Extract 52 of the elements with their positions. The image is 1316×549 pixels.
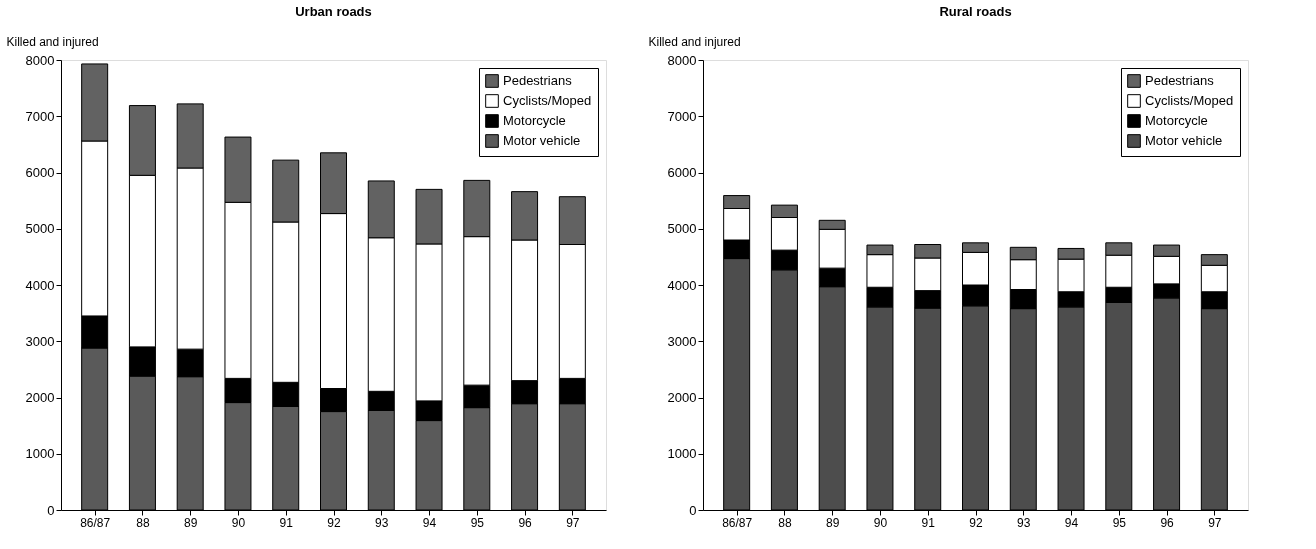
- x-tick-label: 92: [969, 515, 983, 530]
- x-tick-label: 92: [327, 515, 341, 530]
- y-tick-label: 7000: [667, 108, 697, 124]
- y-tick-label: 3000: [667, 333, 697, 349]
- x-tick-label: 91: [921, 515, 936, 530]
- x-tick-label: 95: [470, 515, 485, 530]
- x-tick-label: 96: [1160, 515, 1175, 530]
- legend-label: Pedestrians: [1145, 73, 1215, 88]
- y-tick-label: 4000: [667, 277, 697, 293]
- legend-label: Cyclists/Moped: [503, 93, 592, 108]
- x-tick-label: 89: [184, 515, 198, 530]
- y-tick-label: 4000: [25, 277, 55, 293]
- y-tick-label: 2000: [667, 390, 697, 405]
- x-tick-label: 86/87: [722, 515, 753, 530]
- chart-title: Rural roads: [939, 4, 1012, 19]
- x-tick-label: 96: [518, 515, 533, 530]
- y-tick-label: 6000: [667, 165, 697, 180]
- x-tick-label: 93: [375, 515, 389, 530]
- legend-label: Motorcycle: [503, 113, 566, 128]
- x-tick-label: 97: [1208, 515, 1222, 530]
- x-tick-label: 95: [1112, 515, 1127, 530]
- x-tick-label: 94: [1064, 515, 1079, 530]
- x-tick-label: 94: [422, 515, 437, 530]
- y-tick-label: 5000: [667, 221, 697, 237]
- y-tick-label: 3000: [25, 333, 55, 349]
- chart-title: Urban roads: [295, 4, 372, 19]
- x-tick-label: 91: [279, 515, 294, 530]
- y-tick-label: 6000: [25, 165, 55, 180]
- x-tick-label: 93: [1017, 515, 1031, 530]
- x-tick-label: 89: [826, 515, 840, 530]
- x-tick-label: 86/87: [80, 515, 111, 530]
- legend-label: Motorcycle: [1145, 113, 1208, 128]
- legend-label: Motor vehicle: [503, 133, 581, 148]
- y-tick-label: 5000: [25, 221, 55, 237]
- y-tick-label: 8000: [667, 52, 697, 68]
- y-axis-title: Killed and injured: [6, 34, 99, 49]
- legend-label: Pedestrians: [503, 73, 573, 88]
- x-tick-label: 88: [136, 515, 150, 530]
- y-tick-label: 1000: [667, 446, 697, 462]
- x-tick-label: 90: [231, 515, 246, 530]
- y-tick-label: 0: [47, 502, 55, 518]
- y-axis-title: Killed and injured: [648, 34, 741, 49]
- y-tick-label: 8000: [25, 52, 55, 68]
- y-tick-label: 0: [689, 502, 697, 518]
- y-tick-label: 7000: [25, 108, 55, 124]
- legend-label: Cyclists/Moped: [1145, 93, 1234, 108]
- y-tick-label: 1000: [25, 446, 55, 462]
- y-tick-label: 2000: [25, 390, 55, 405]
- x-tick-label: 90: [873, 515, 888, 530]
- x-tick-label: 97: [566, 515, 580, 530]
- legend-label: Motor vehicle: [1145, 133, 1223, 148]
- x-tick-label: 88: [778, 515, 792, 530]
